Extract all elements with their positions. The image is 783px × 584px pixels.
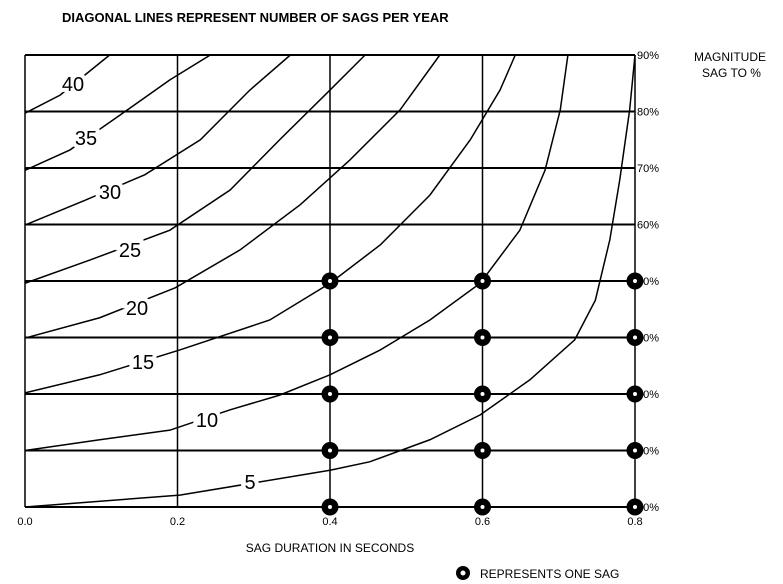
sag-point-center — [633, 335, 637, 340]
contour-line — [24, 54, 211, 171]
contour-line — [24, 54, 366, 284]
y-axis-title: SAG TO % — [702, 66, 761, 80]
y-tick-label: 70% — [637, 163, 659, 175]
sag-point-center — [480, 392, 485, 396]
y-tick-label: 60% — [637, 220, 659, 232]
y-tick-label: 80% — [637, 107, 659, 119]
x-axis-title: SAG DURATION IN SECONDS — [246, 541, 414, 555]
sag-point-center — [633, 279, 637, 283]
sag-point-center — [328, 392, 332, 396]
contour-line — [24, 54, 291, 226]
contour-line — [24, 54, 441, 339]
sag-point-center — [633, 448, 637, 453]
contour-label: 20 — [126, 298, 148, 320]
sag-point-center — [633, 505, 637, 509]
contour-label: 30 — [99, 182, 121, 204]
contour-label: 40 — [62, 74, 84, 96]
sag-point-center — [480, 279, 485, 283]
sag-point-center — [480, 448, 485, 453]
x-tick-label: 0.4 — [322, 516, 337, 528]
y-tick-label: 90% — [637, 50, 659, 62]
contour-label: 25 — [119, 240, 141, 262]
sag-point-center — [328, 448, 332, 453]
contour-line — [24, 54, 569, 452]
contour-label: 15 — [132, 352, 154, 374]
sag-point-center — [328, 335, 332, 340]
contour-label: 35 — [75, 128, 97, 150]
sag-point-center — [328, 279, 332, 283]
x-tick-label: 0.8 — [627, 516, 642, 528]
x-tick-label: 0.2 — [170, 516, 185, 528]
y-axis-title: MAGNITUDE — [694, 50, 766, 64]
contour-line — [24, 54, 111, 114]
contour-line — [24, 54, 636, 508]
sag-point-center — [328, 505, 332, 509]
contour-line — [24, 54, 516, 394]
x-tick-label: 0.0 — [17, 516, 32, 528]
legend-label: REPRESENTS ONE SAG — [480, 567, 619, 581]
x-tick-label: 0.6 — [475, 516, 490, 528]
chart-title: DIAGONAL LINES REPRESENT NUMBER OF SAGS … — [62, 10, 449, 25]
contour-label: 5 — [244, 472, 255, 494]
sag-point-center — [633, 392, 637, 396]
sag-point-center — [480, 505, 485, 509]
legend-marker-center — [460, 570, 466, 576]
contour-label: 10 — [196, 410, 218, 432]
sag-point-center — [480, 335, 485, 340]
